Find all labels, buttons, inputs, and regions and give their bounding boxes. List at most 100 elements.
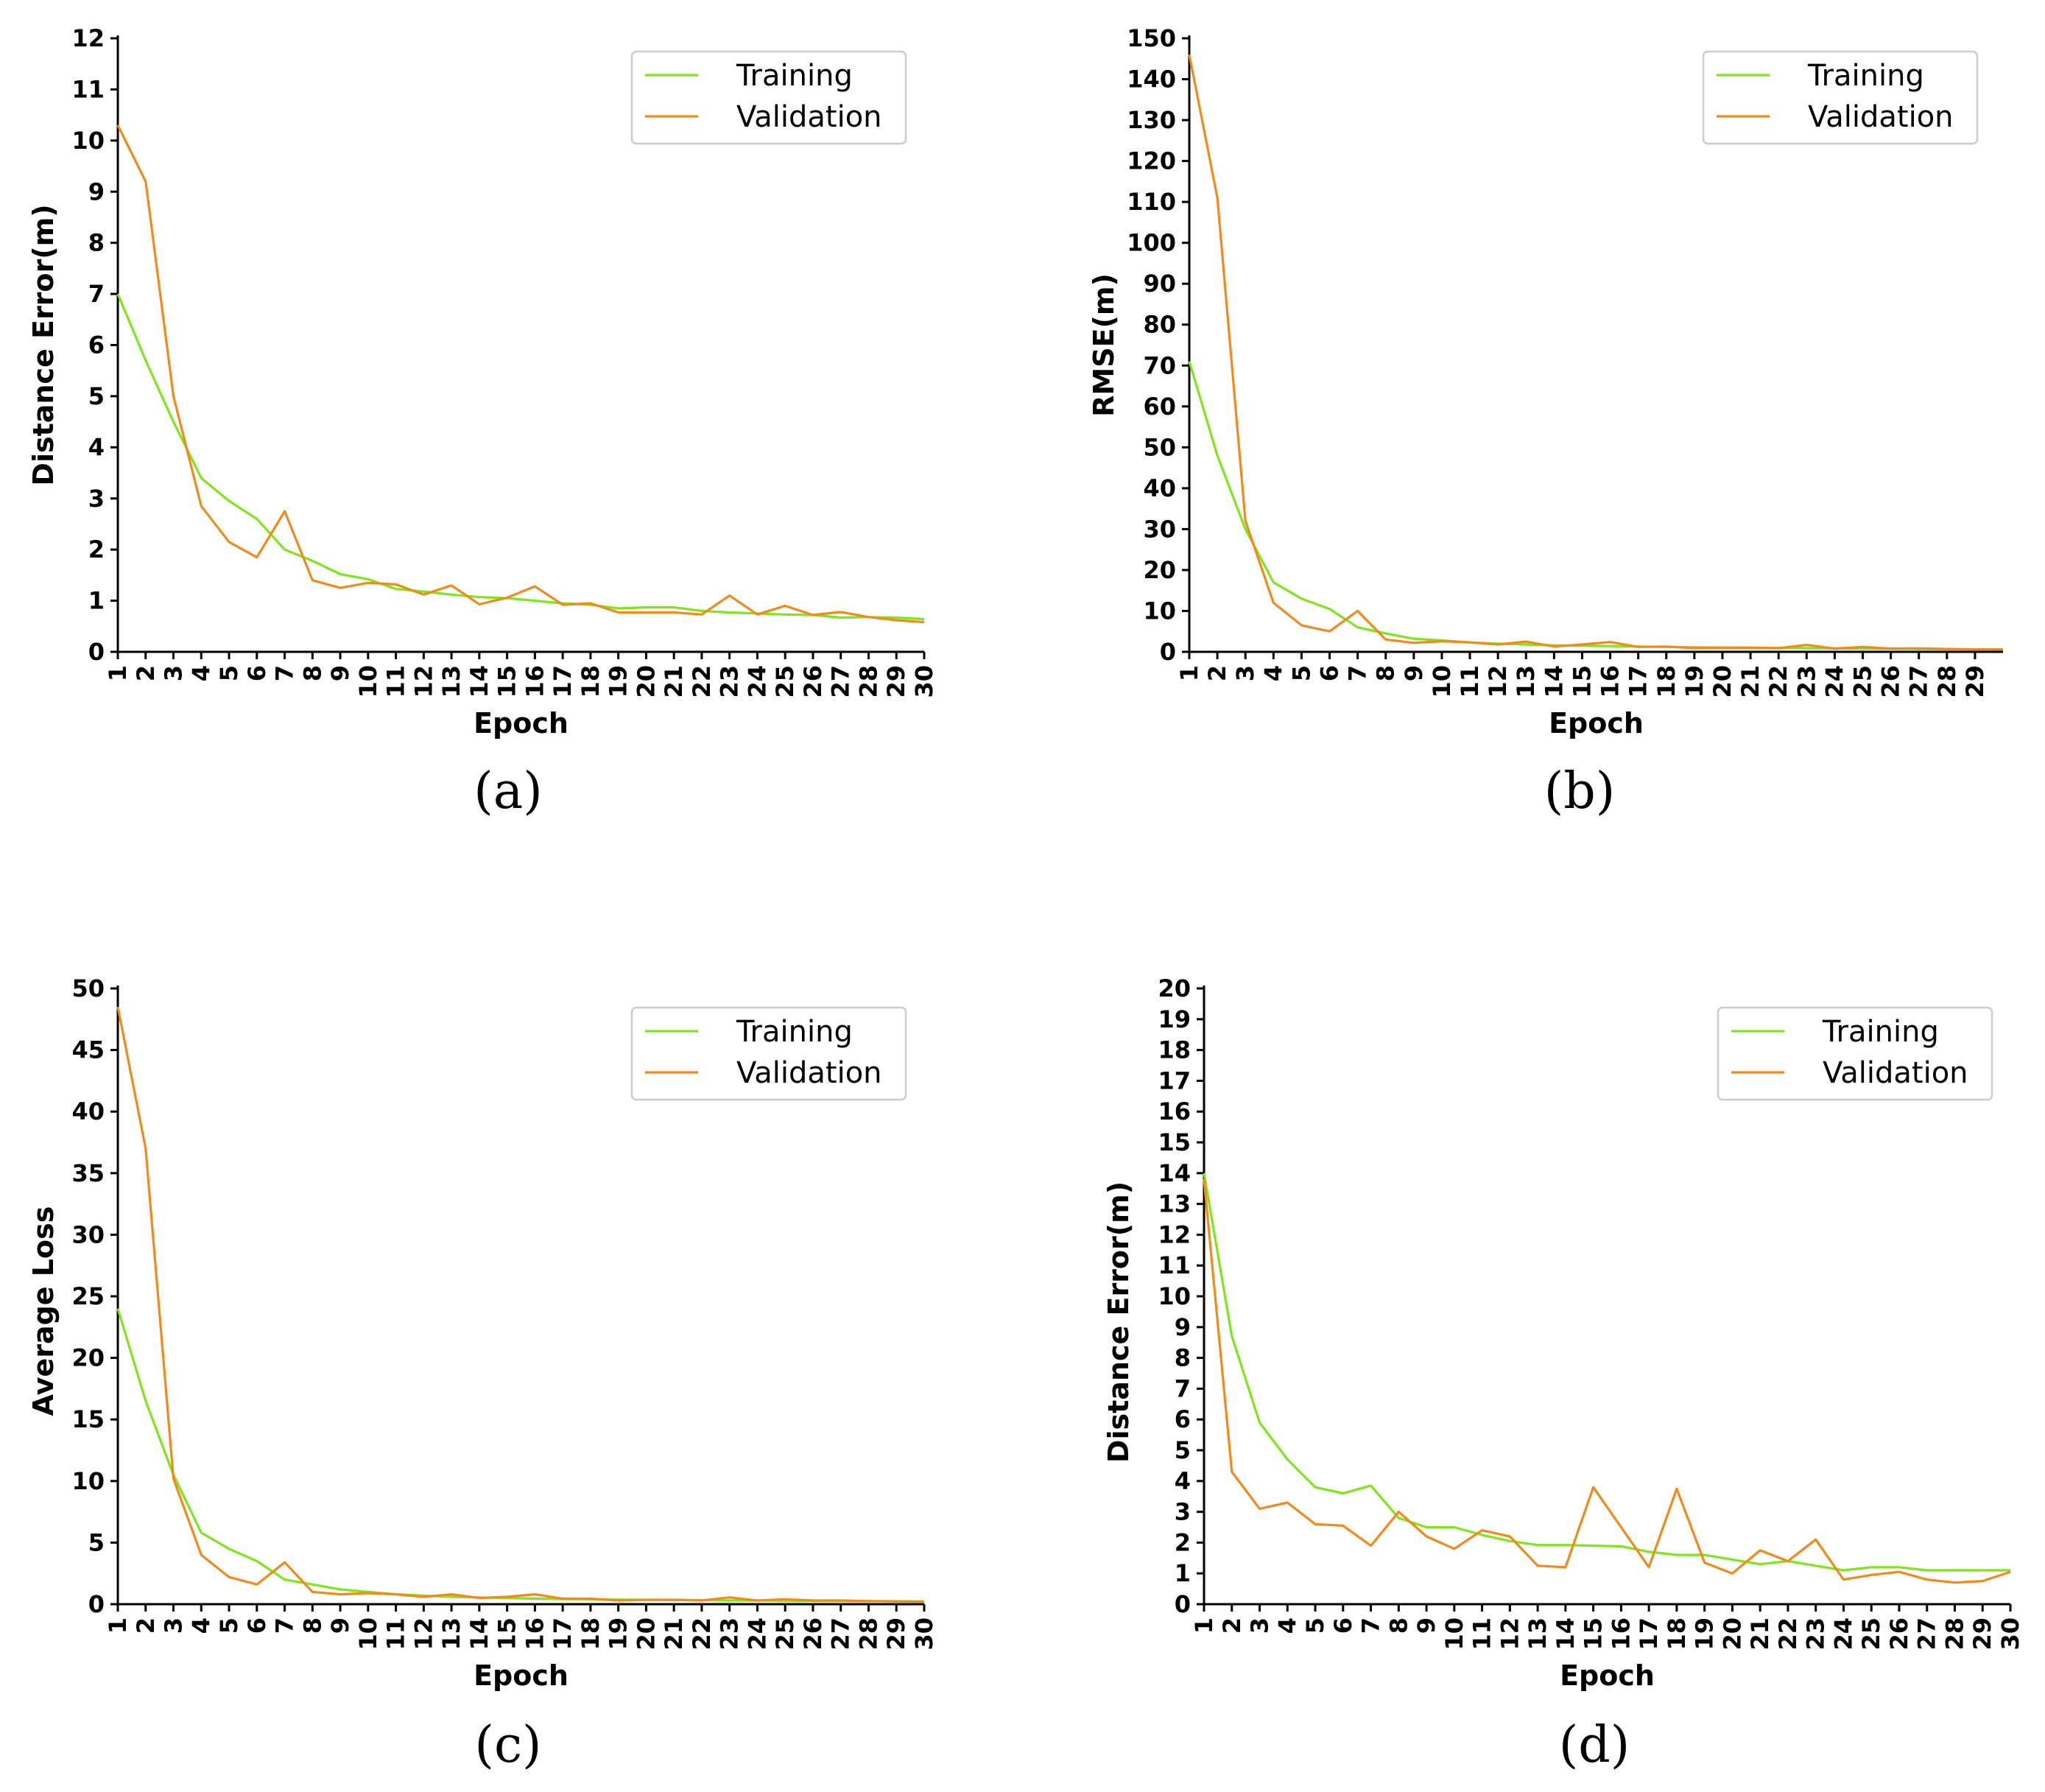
data-point-validation [395,583,398,586]
x-tick-label: 30 [910,1617,938,1651]
legend-box [1702,50,1979,145]
x-tick-label: 19 [605,1617,633,1651]
x-tick-label: 16 [521,1617,549,1651]
x-tick-label: 2 [132,1617,160,1634]
y-tick-label: 110 [1127,188,1176,216]
x-tick-label: 19 [1680,665,1708,698]
series-line-validation [116,1006,925,1603]
data-point-training [228,499,230,502]
data-point-validation [1300,624,1303,627]
y-axis-title: Average Loss [27,1206,60,1416]
data-point-training [228,1547,230,1550]
x-tick-label: 17 [1635,1617,1663,1651]
y-tick-label: 7 [88,280,105,308]
x-tick-label: 3 [160,1617,188,1634]
data-point-training [1842,1569,1845,1572]
y-tick-label: 120 [1127,147,1176,175]
data-point-validation [172,395,175,398]
x-tick-label: 8 [298,665,326,681]
data-point-validation [1815,1538,1817,1541]
data-point-validation [1703,1561,1706,1564]
y-tick-label: 20 [1158,974,1191,1002]
x-tick-label: 28 [1933,665,1961,698]
data-point-training [1953,1569,1956,1572]
y-tick-label: 5 [88,382,105,410]
x-tick-label: 26 [1885,1617,1913,1651]
data-point-validation [1328,630,1331,633]
data-point-validation [200,1553,203,1556]
x-tick-label: 17 [549,1617,577,1651]
y-tick-label: 12 [71,24,105,52]
data-point-validation [1481,1529,1484,1532]
x-tick-label: 24 [743,1617,771,1651]
data-point-validation [1833,647,1836,650]
x-tick-label: 1 [1190,1617,1218,1634]
data-point-validation [1787,1559,1789,1562]
x-tick-label: 12 [409,1617,437,1651]
x-axis-title: Epoch [474,1659,569,1692]
data-point-training [1453,1526,1456,1529]
x-tick-label: 15 [493,1617,521,1651]
data-point-validation [1216,197,1219,200]
x-tick-label: 6 [243,1617,271,1634]
data-point-training [1898,1566,1901,1569]
data-point-validation [1188,53,1191,56]
y-tick-label: 10 [71,127,105,155]
data-point-validation [1468,641,1471,644]
data-point-validation [1453,1547,1456,1550]
data-point-training [644,606,647,609]
y-tick-label: 0 [1160,638,1176,666]
x-tick-label: 6 [1329,1617,1357,1634]
y-tick-label: 15 [71,1405,105,1433]
x-tick-label: 30 [910,665,938,698]
x-tick-label: 15 [1568,665,1596,698]
data-point-validation [1749,646,1752,649]
x-tick-label: 28 [1940,1617,1968,1651]
data-point-training [1397,1517,1400,1519]
chart-panel-a: 0 1 2 3 4 5 6 7 8 9 10 11 12 1 2 3 4 5 6 7 8 9 10 11 12 13 14 15 16 1… [0,0,1022,847]
x-tick-label: 2 [1218,1617,1246,1634]
series-line-training [1203,1173,2010,1572]
series-line-validation [1188,54,2004,651]
x-tick-label: 18 [1652,665,1680,698]
data-point-validation [867,1600,870,1603]
x-tick-label: 24 [1820,665,1848,698]
y-tick-label: 15 [1158,1128,1191,1156]
y-tick-label: 3 [1175,1498,1191,1526]
data-point-training [1926,1569,1929,1572]
data-point-validation [1397,1511,1400,1514]
x-tick-label: 12 [1496,1617,1524,1651]
x-tick-label: 20 [1718,1617,1746,1651]
x-tick-label: 7 [271,1617,299,1634]
data-point-validation [1314,1522,1317,1525]
x-tick-label: 5 [1301,1617,1329,1634]
data-point-training [1244,527,1247,530]
data-point-training [1524,643,1527,646]
data-point-validation [1890,647,1893,650]
y-tick-label: 100 [1127,229,1176,257]
data-point-validation [840,1599,842,1602]
data-point-validation [1918,647,1921,650]
data-point-training [1370,1484,1373,1487]
x-tick-label: 5 [215,665,243,681]
data-point-training [1342,1492,1345,1495]
x-tick-label: 14 [465,665,493,698]
data-point-validation [812,614,814,616]
y-tick-label: 6 [88,331,105,359]
x-tick-label: 18 [577,1617,605,1651]
y-tick-label: 20 [1143,556,1176,584]
y-tick-label: 20 [71,1344,105,1372]
legend-label-training: Training [1822,1015,1939,1049]
data-point-validation [1981,1580,1984,1583]
data-point-validation [1675,1487,1678,1490]
x-tick-label: 12 [409,665,437,698]
data-point-validation [728,1596,731,1599]
x-tick-label: 29 [882,665,910,698]
data-point-validation [1637,645,1640,648]
legend-label-validation: Validation [1808,100,1954,134]
x-axis-title: Epoch [1549,707,1644,739]
data-point-validation [311,579,314,582]
data-point-training [1328,608,1331,611]
